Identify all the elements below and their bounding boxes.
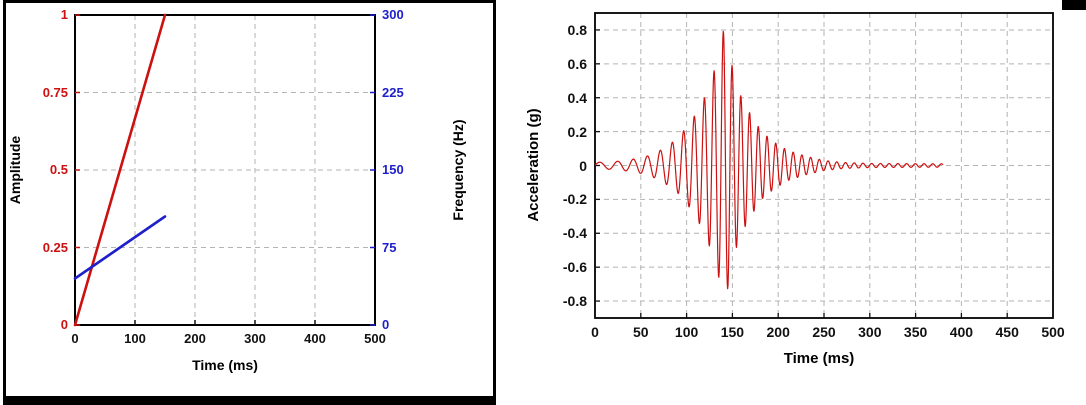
left-chart-x-tick-label: 200 <box>184 331 206 346</box>
right-chart-x-tick-label: 450 <box>995 324 1019 340</box>
right-chart-x-axis-title: Time (ms) <box>783 350 855 367</box>
right-chart-x-tick-label: 0 <box>591 324 599 340</box>
frequency-tick-label: 150 <box>382 162 404 177</box>
acceleration-tick-label: -0.4 <box>562 225 587 242</box>
acceleration-tick-label: -0.6 <box>562 259 587 276</box>
right-chart-x-tick-label: 500 <box>1041 324 1065 340</box>
right-chart-x-tick-label: 350 <box>903 324 928 340</box>
sweep-profile-chart <box>6 3 493 396</box>
right-chart-x-tick-label: 300 <box>858 324 882 340</box>
y-axis-title-acceleration: Acceleration (g) <box>525 108 542 222</box>
acceleration-tick-label: -0.2 <box>562 191 587 208</box>
amplitude-tick-label: 0.25 <box>42 239 68 255</box>
right-chart-x-tick-label: 100 <box>674 324 699 340</box>
acceleration-tick-label: 0.6 <box>567 55 587 72</box>
crop-artifact-top-right <box>1062 0 1086 10</box>
right-axis-title-frequency: Frequency (Hz) <box>450 119 466 221</box>
right-chart-x-tick-label: 200 <box>766 324 790 340</box>
acceleration-tick-label: 0.4 <box>567 89 587 106</box>
frequency-tick-label: 225 <box>382 84 404 100</box>
amplitude-tick-label: 0.75 <box>42 84 68 100</box>
frequency-tick-label: 0 <box>382 317 390 332</box>
frequency-tick-label: 300 <box>382 7 404 22</box>
right-chart-x-tick-label: 400 <box>949 324 974 340</box>
acceleration-tick-label: 0.8 <box>567 21 587 38</box>
acceleration-tick-label: 0 <box>579 157 587 174</box>
left-chart-x-axis-title: Time (ms) <box>192 357 258 373</box>
left-chart-x-tick-label: 500 <box>364 331 386 346</box>
right-chart-x-tick-label: 150 <box>720 324 745 340</box>
amplitude-tick-label: 0.5 <box>49 162 68 177</box>
acceleration-tick-label: 0.2 <box>567 123 587 140</box>
left-chart-x-tick-label: 0 <box>71 331 79 346</box>
left-chart-x-tick-label: 300 <box>244 331 266 346</box>
left-chart-x-tick-label: 100 <box>124 331 146 346</box>
sweep-profile-panel: Amplitude Frequency (Hz) Time (ms) 0 100 2… <box>3 0 496 405</box>
frequency-tick-label: 75 <box>382 239 397 255</box>
right-chart-x-tick-label: 50 <box>633 324 649 340</box>
acceleration-tick-label: -0.8 <box>562 293 587 310</box>
amplitude-tick-label: 1 <box>60 7 68 22</box>
left-chart-x-tick-label: 400 <box>304 331 326 346</box>
amplitude-tick-label: 0 <box>60 317 68 332</box>
acceleration-panel: Acceleration (g) Time (ms) 0 50 100 150 200 2… <box>500 0 1086 405</box>
acceleration-chart <box>500 0 1086 400</box>
right-chart-x-tick-label: 250 <box>812 324 836 340</box>
left-axis-title-amplitude: Amplitude <box>7 135 23 205</box>
